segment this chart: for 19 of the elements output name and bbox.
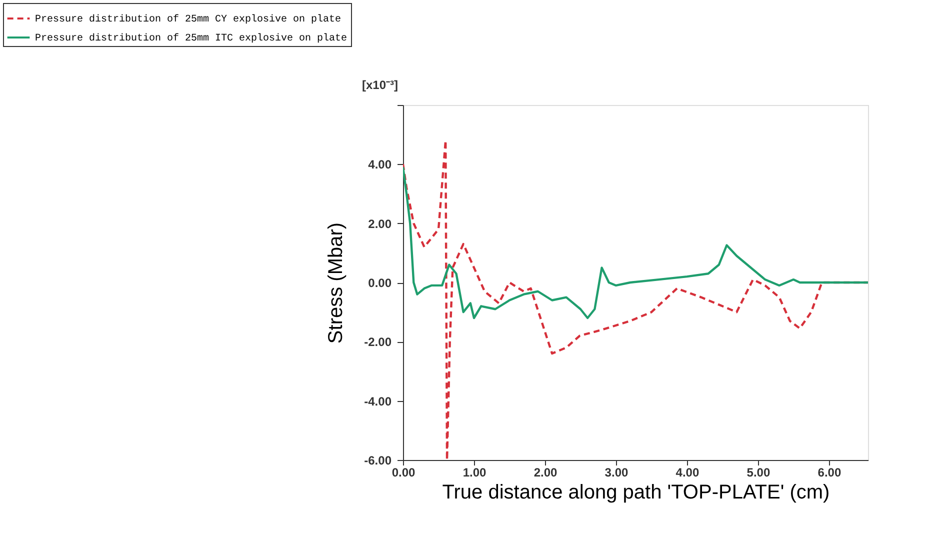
y-tick-label: -6.00 (364, 454, 392, 468)
legend-label: Pressure distribution of 25mm CY explosive on plate (35, 14, 342, 26)
text: [x10⁻³] (362, 78, 398, 92)
x-tick-label: 1.00 (462, 466, 486, 480)
x-tick-label: 2.00 (534, 466, 558, 480)
legend-label: Pressure distribution of 25mm ITC explosive on plate (35, 32, 348, 44)
x-tick-label: 5.00 (746, 466, 770, 480)
x-axis-title: True distance along path 'TOP-PLATE' (cm) (442, 482, 830, 504)
x-tick-label: 4.00 (676, 466, 700, 480)
y-tick-label: 0.00 (368, 276, 392, 290)
y-tick-label: 2.00 (368, 216, 392, 231)
y-axis-title: Stress (Mbar) (325, 222, 348, 344)
x-tick-label: 6.00 (818, 466, 842, 480)
y-tick-label: 4.00 (368, 158, 392, 172)
y-tick-label: -4.00 (364, 394, 392, 408)
x-tick-label: 0.00 (392, 466, 416, 480)
y-tick-label: -2.00 (364, 335, 392, 350)
line-series (403, 166, 868, 320)
x-tick-label: 3.00 (604, 466, 628, 480)
